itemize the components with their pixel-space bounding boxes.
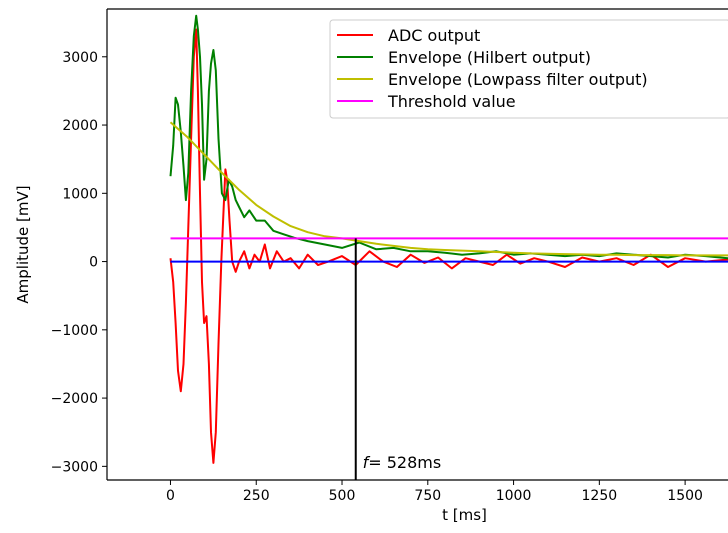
- legend-box: [329, 19, 728, 119]
- x-tick-label: 500: [329, 488, 356, 504]
- series-line-adc-output: [169, 28, 728, 464]
- x-tick-label: 0: [166, 488, 175, 504]
- x-tick-label: 750: [414, 488, 441, 504]
- y-tick-label: 1000: [62, 186, 98, 202]
- legend-label-envelope-hilbert-output: Envelope (Hilbert output): [388, 48, 591, 67]
- x-tick-label: 1250: [582, 488, 618, 504]
- series-line-envelope-lowpass-filter-output: [169, 121, 728, 257]
- x-tick-label: 1500: [667, 488, 703, 504]
- y-tick-label: −3000: [51, 459, 98, 475]
- legend: ADC output Envelope (Hilbert output) Envel…: [329, 19, 728, 119]
- annotation-variable: f: [363, 453, 371, 472]
- legend-label-adc-output: ADC output: [388, 26, 480, 45]
- series-line-envelope-hilbert-output: [169, 14, 728, 260]
- ticks-layer: 0 250 500 750 1000 1250 1500 −3000 −2000 −1000 0 10…: [51, 50, 703, 504]
- x-tick-label: 250: [243, 488, 270, 504]
- y-tick-label: −1000: [51, 323, 98, 339]
- y-tick-label: −2000: [51, 391, 98, 407]
- y-tick-label: 2000: [62, 118, 98, 134]
- legend-label-threshold-value: Threshold value: [387, 92, 516, 111]
- y-tick-label: 0: [89, 255, 98, 271]
- x-axis-label: t [ms]: [442, 506, 487, 524]
- y-axis-label: Amplitude [mV]: [14, 185, 32, 303]
- legend-label-envelope-lowpass-filter-output: Envelope (Lowpass filter output): [388, 70, 648, 89]
- axes-layer: [106, 8, 728, 481]
- annotation-value: = 528ms: [368, 453, 441, 472]
- x-tick-label: 1000: [496, 488, 532, 504]
- threshold-time-annotation: f= 528ms: [363, 453, 442, 472]
- y-tick-label: 3000: [62, 50, 98, 66]
- series-layer: [169, 14, 728, 464]
